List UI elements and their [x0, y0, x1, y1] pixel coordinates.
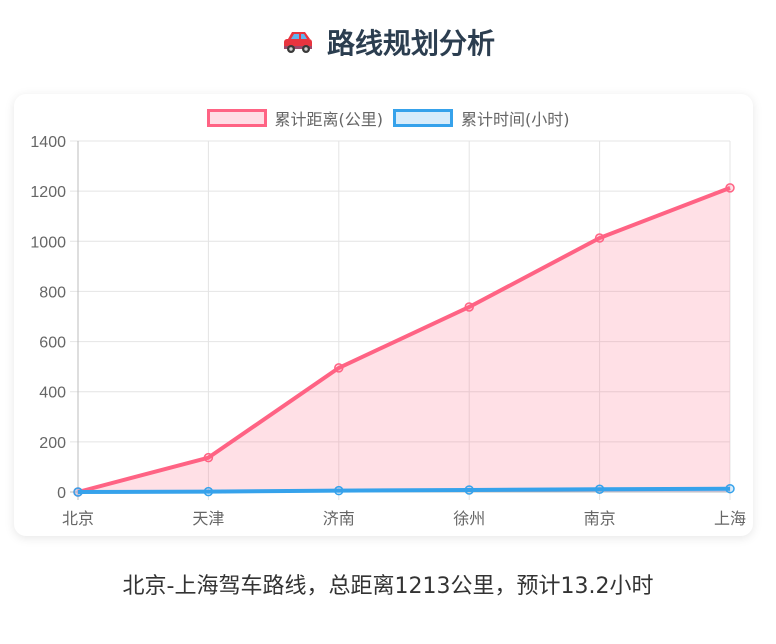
legend-swatch-distance [206, 109, 267, 127]
legend-swatch-time [393, 109, 453, 127]
x-tick-label: 天津 [192, 509, 224, 528]
chart-legend: 累计距离(公里) 累计时间(小时) [0, 106, 776, 130]
data-point[interactable] [334, 363, 344, 373]
data-point[interactable] [725, 183, 735, 193]
series-line [77, 486, 731, 494]
data-point[interactable] [73, 487, 83, 497]
legend-item-distance[interactable]: 累计距离(公里) [206, 106, 384, 130]
y-tick-label: 400 [39, 385, 66, 402]
y-tick-label: 1400 [30, 134, 66, 151]
x-tick-label: 上海 [714, 509, 746, 528]
page-title-text: 路线规划分析 [326, 27, 495, 60]
series-area [78, 187, 730, 492]
legend-label-time: 累计时间(小时) [461, 110, 570, 129]
page-title: 路线规划分析 [0, 22, 776, 62]
x-tick-label: 北京 [62, 509, 94, 528]
x-tick-label: 济南 [323, 509, 355, 528]
y-tick-label: 200 [39, 435, 66, 452]
data-point[interactable] [464, 302, 474, 312]
data-point[interactable] [203, 452, 214, 463]
data-point[interactable] [464, 485, 474, 495]
car-icon [283, 32, 312, 53]
x-tick-label: 徐州 [453, 509, 485, 528]
chart-card [14, 94, 753, 536]
route-summary: 北京-上海驾车路线，总距离1213公里，预计13.2小时 [122, 574, 654, 599]
y-tick-label: 0 [57, 485, 66, 502]
series-line [77, 186, 731, 494]
data-point[interactable] [594, 484, 605, 494]
y-tick-label: 600 [39, 335, 66, 352]
legend-item-time[interactable]: 累计时间(小时) [393, 106, 570, 130]
legend-label-distance: 累计距离(公里) [274, 110, 384, 129]
data-point[interactable] [594, 233, 605, 243]
data-point[interactable] [725, 483, 735, 494]
x-tick-label: 南京 [584, 509, 616, 528]
data-point[interactable] [203, 486, 214, 497]
y-tick-label: 800 [39, 284, 66, 301]
y-tick-label: 1200 [30, 184, 66, 201]
data-point[interactable] [334, 485, 344, 496]
y-tick-label: 1000 [30, 234, 66, 251]
